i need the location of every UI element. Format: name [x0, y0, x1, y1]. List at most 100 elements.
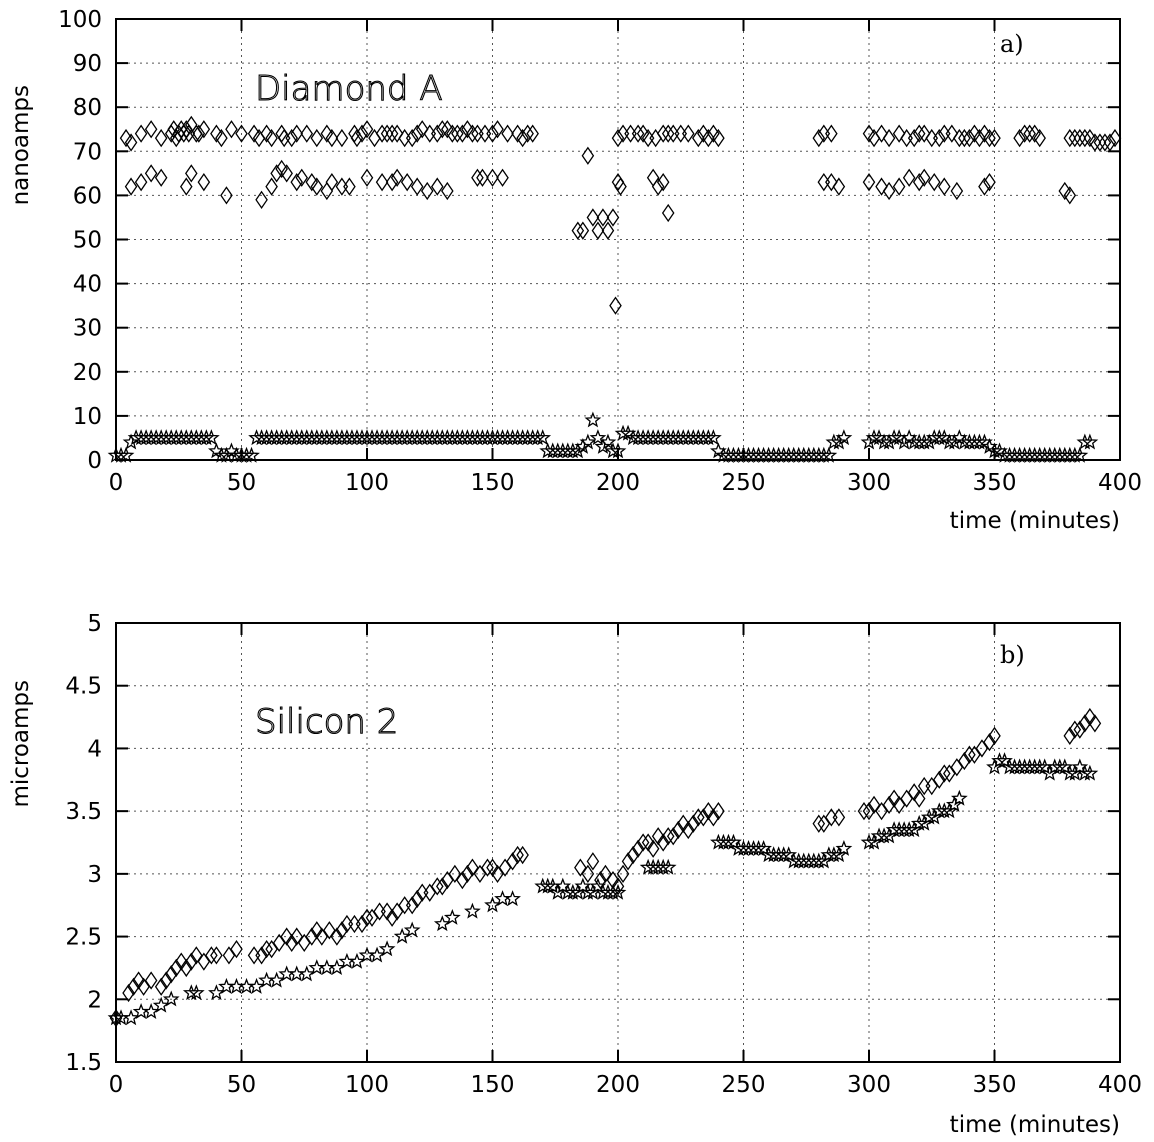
- star-point: [885, 429, 903, 446]
- x-tick-label: 0: [109, 1072, 124, 1098]
- star-point: [443, 908, 461, 925]
- diamond-point: [1063, 726, 1077, 746]
- diamond-point: [335, 921, 349, 940]
- diamond-point: [973, 128, 986, 148]
- diamond-point: [1013, 128, 1026, 148]
- star-point: [915, 433, 933, 450]
- diamond-point: [285, 128, 298, 148]
- diamond-point: [185, 164, 198, 183]
- diamond-point: [697, 808, 710, 827]
- diamond-point: [315, 927, 329, 946]
- diamond-point: [1078, 128, 1092, 148]
- star-point: [579, 433, 597, 450]
- diamond-point: [1073, 720, 1087, 739]
- diamond-point: [360, 908, 374, 927]
- diamond-point: [1063, 186, 1077, 205]
- diamond-point: [983, 128, 996, 148]
- star-point: [529, 429, 547, 446]
- star-point: [117, 446, 135, 463]
- diamond-point: [983, 733, 996, 752]
- plot-frame: [115, 622, 1121, 1063]
- diamond-point: [646, 168, 660, 187]
- diamond-point: [365, 908, 379, 927]
- diamond-point: [912, 124, 926, 143]
- star-point: [604, 442, 622, 459]
- star-point: [971, 433, 988, 450]
- diamond-point: [912, 173, 926, 192]
- diamond-point: [983, 173, 996, 192]
- diamond-point: [197, 173, 211, 192]
- star-point: [403, 921, 421, 938]
- diamond-point: [436, 120, 449, 139]
- diamond-point: [255, 946, 268, 965]
- diamond-point: [335, 177, 349, 196]
- star-point: [614, 424, 632, 441]
- star-point: [810, 852, 828, 869]
- diamond-point: [875, 801, 888, 821]
- diamond-point: [498, 858, 512, 877]
- diamond-point: [681, 124, 695, 143]
- star-point: [820, 446, 838, 463]
- star-point: [1031, 758, 1049, 775]
- diamond-point: [390, 902, 404, 921]
- star-point: [860, 433, 878, 450]
- diamond-point: [862, 173, 876, 192]
- diamond-point: [812, 128, 826, 148]
- diamond-point: [1093, 133, 1107, 152]
- star-point: [825, 433, 843, 450]
- star-point: [830, 433, 848, 450]
- diamond-point: [410, 889, 424, 909]
- x-tick-label: 250: [722, 470, 766, 496]
- diamond-point: [988, 726, 1001, 746]
- diamond-point: [671, 820, 685, 840]
- diamond-point: [817, 173, 831, 192]
- star-point: [187, 984, 205, 1001]
- diamond-point: [473, 864, 487, 884]
- star-point: [986, 758, 1003, 775]
- diamond-point: [255, 190, 268, 209]
- diamond-point: [631, 124, 645, 143]
- diamond-point: [124, 177, 138, 196]
- diamond-point: [235, 124, 248, 143]
- diamond-point: [606, 208, 620, 227]
- diamond-point: [305, 927, 319, 946]
- diamond-point: [614, 177, 627, 196]
- y-tick-label: 80: [73, 95, 102, 121]
- diamond-point: [950, 181, 964, 201]
- diamond-point: [624, 124, 637, 143]
- diamond-point: [907, 128, 921, 148]
- star-point: [880, 433, 898, 450]
- diamond-point: [938, 764, 951, 783]
- diamond-point: [1023, 124, 1036, 143]
- diamond-point: [626, 845, 640, 865]
- star-point: [1061, 764, 1079, 781]
- series-diamond-0: [119, 115, 1122, 152]
- star-point: [830, 846, 848, 863]
- diamond-point: [621, 852, 635, 871]
- series-diamond-1: [124, 146, 1077, 315]
- star-point: [860, 833, 878, 850]
- diamond-point: [958, 128, 971, 148]
- star-point: [865, 833, 883, 850]
- diamond-point: [320, 181, 334, 201]
- star-point: [865, 429, 883, 446]
- diamond-point: [596, 208, 610, 227]
- star-point: [910, 814, 928, 831]
- x-axis-title: time (minutes): [950, 1112, 1120, 1138]
- diamond-point: [230, 939, 243, 959]
- diamond-point: [122, 983, 135, 1003]
- diamond-point: [1068, 720, 1082, 739]
- star-point: [1076, 764, 1094, 781]
- star-point: [815, 446, 833, 463]
- diamond-point: [177, 124, 191, 143]
- star-point: [1066, 446, 1084, 463]
- diamond-point: [373, 902, 386, 921]
- star-point: [875, 433, 893, 450]
- diamond-point: [491, 864, 504, 884]
- star-point: [835, 429, 853, 446]
- diamond-point: [516, 845, 529, 865]
- diamond-point: [1098, 133, 1112, 152]
- series-star-2: [107, 411, 1099, 463]
- diamond-point: [832, 808, 846, 827]
- y-tick-label: 3: [87, 862, 102, 888]
